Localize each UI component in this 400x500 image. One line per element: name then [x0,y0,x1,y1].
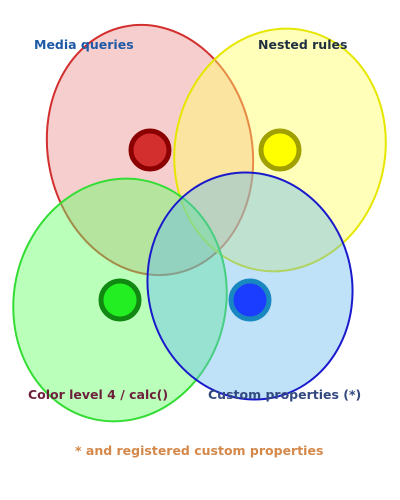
set-media-queries-label: Media queries [34,37,134,52]
set-media-queries-dot [128,128,172,172]
set-nested-rules-dot [258,128,302,172]
footnote: * and registered custom properties [75,443,323,458]
set-custom-properties-label: Custom properties (*) [208,387,361,402]
set-nested-rules-label: Nested rules [258,37,347,52]
set-custom-properties-dot [228,278,272,322]
set-color-level4-label: Color level 4 / calc() [28,387,168,402]
set-color-level4-dot [98,278,142,322]
